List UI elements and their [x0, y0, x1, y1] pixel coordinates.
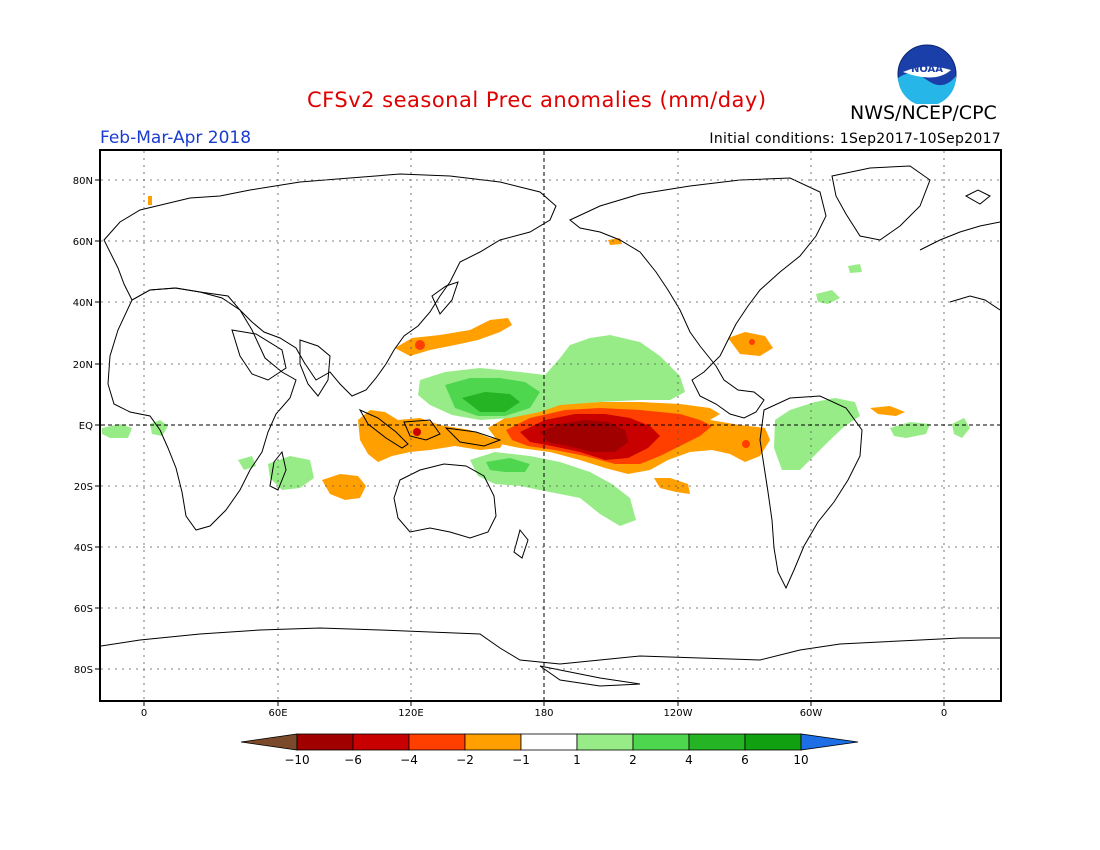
colorbar-swatch: [576, 733, 634, 751]
colorbar-label: −10: [284, 753, 309, 767]
colorbar-swatch: [744, 733, 802, 751]
colorbar-label: 4: [685, 753, 693, 767]
lat-label: 80N: [73, 176, 93, 187]
lat-label: 20S: [74, 482, 93, 493]
dry-anomaly-region: [654, 478, 690, 494]
japan-outline: [431, 281, 459, 315]
new-zealand-outline: [513, 528, 529, 559]
south-america-outline: [759, 395, 863, 590]
antarctica-outline: [101, 627, 1000, 665]
colorbar-label: 1: [573, 753, 581, 767]
wet-anomaly-region: [890, 422, 930, 438]
lat-label: 80S: [74, 665, 93, 676]
colorbar-label: −4: [400, 753, 418, 767]
colorbar-label: −6: [344, 753, 362, 767]
axis-ticks: [95, 179, 945, 706]
greenland-outline: [831, 165, 931, 241]
dry-anomaly-region: [322, 474, 366, 500]
wet-anomaly-region: [486, 458, 530, 472]
colorbar-label: −2: [456, 753, 474, 767]
colorbar-swatch: [240, 733, 298, 751]
colorbar-swatch: [464, 733, 522, 751]
colorbar-swatch: [352, 733, 410, 751]
initial-conditions-label: Initial conditions: 1Sep2017-10Sep2017: [709, 131, 1001, 147]
lat-labels: 80N 60N 40N 20N EQ 20S 40S 60S 80S: [73, 176, 93, 676]
colorbar-swatches: [240, 733, 859, 751]
arabia-outline: [231, 329, 287, 381]
lat-label: 60S: [74, 604, 93, 615]
lat-label: EQ: [79, 421, 93, 432]
antarctica-outline: [539, 665, 641, 687]
dry-anomaly-region: [870, 406, 905, 416]
colorbar-swatch: [800, 733, 859, 751]
lon-label: 60E: [268, 708, 287, 719]
europe-west-outline: [919, 221, 1000, 251]
north-america-outline: [569, 177, 827, 419]
lon-label: 0: [941, 708, 947, 719]
lon-label: 60W: [800, 708, 823, 719]
dry-anomaly-region: [415, 340, 425, 350]
maritime-continent-outline: [358, 408, 502, 449]
colorbar-swatch: [688, 733, 746, 751]
colorbar-label: 6: [741, 753, 749, 767]
colorbar-swatch: [408, 733, 466, 751]
lat-label: 20N: [73, 360, 93, 371]
lon-label: 120E: [398, 708, 423, 719]
wet-anomaly-region: [462, 392, 520, 412]
wet-anomaly-region: [238, 456, 256, 470]
colorbar-label: 10: [793, 753, 808, 767]
wet-anomaly-region: [848, 264, 862, 273]
lon-label: 0: [141, 708, 147, 719]
lat-label: 40S: [74, 543, 93, 554]
agency-label: NWS/NCEP/CPC: [850, 102, 997, 124]
dry-anomaly-region: [148, 196, 152, 205]
noaa-logo: NOAA: [897, 44, 957, 104]
colorbar-swatch: [296, 733, 354, 751]
colorbar-label: 2: [629, 753, 637, 767]
lon-label: 120W: [664, 708, 693, 719]
madagascar-outline: [269, 450, 287, 491]
wet-anomaly-region: [952, 418, 970, 438]
colorbar-swatch: [632, 733, 690, 751]
dry-anomaly-region: [742, 440, 750, 448]
chart-title: CFSv2 seasonal Prec anomalies (mm/day): [307, 88, 767, 112]
iceland-outline: [964, 189, 991, 205]
dry-anomaly-region: [540, 420, 628, 452]
colorbar-labels: −10 −6 −4 −2 −1 1 2 4 6 10: [284, 753, 808, 767]
colorbar-swatch: [520, 733, 578, 751]
dry-anomaly-region: [358, 410, 505, 462]
wet-anomaly-region: [268, 456, 314, 490]
lat-label: 60N: [73, 237, 93, 248]
dry-anomaly-region: [749, 339, 755, 345]
lat-grid: [101, 179, 1000, 670]
lon-label: 180: [534, 708, 553, 719]
reference-lines: [101, 151, 1000, 700]
wet-anomaly-region: [816, 290, 840, 304]
africa-east-edge-outline: [949, 295, 1000, 311]
season-label: Feb-Mar-Apr 2018: [100, 128, 252, 148]
australia-outline: [393, 463, 497, 539]
anomaly-shading: [102, 196, 970, 526]
lon-labels: 0 60E 120E 180 120W 60W 0: [141, 708, 947, 719]
wet-anomaly-region: [774, 398, 860, 470]
logo-text: NOAA: [911, 64, 943, 75]
india-outline: [299, 339, 331, 397]
colorbar-label: −1: [512, 753, 530, 767]
dry-anomaly-region: [413, 428, 421, 436]
wet-anomaly-region: [102, 424, 132, 438]
lat-label: 40N: [73, 298, 93, 309]
